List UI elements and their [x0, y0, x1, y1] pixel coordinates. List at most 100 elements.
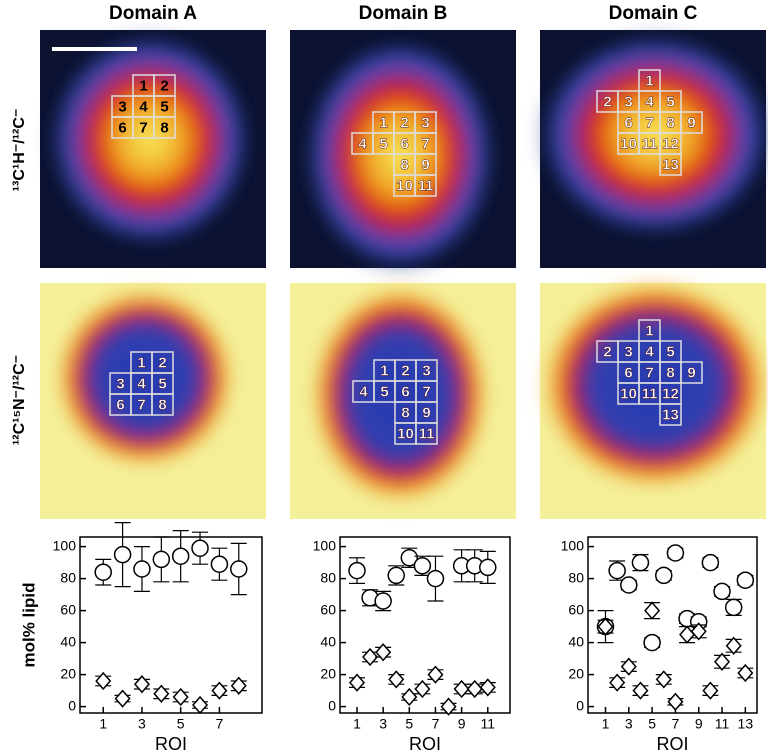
circle-marker: [427, 571, 443, 587]
circle-marker: [173, 548, 189, 564]
roi-label: 1: [645, 72, 653, 89]
y-tick-label: 0: [576, 697, 584, 713]
roi-label: 9: [421, 156, 429, 173]
circle-marker: [231, 561, 247, 577]
roi-label: 8: [158, 396, 166, 413]
y-tick-label: 40: [60, 633, 76, 649]
circle-marker: [388, 567, 404, 583]
y-tick-label: 40: [320, 633, 336, 649]
roi-label: 9: [687, 114, 695, 131]
circle-marker: [153, 551, 169, 567]
roi-label: 12: [662, 385, 679, 402]
column-title: Domain A: [109, 3, 197, 24]
roi-label: 2: [400, 114, 408, 131]
roi-label: 6: [118, 119, 126, 136]
x-tick-label: 1: [353, 716, 361, 732]
roi-label: 4: [645, 93, 654, 110]
y-tick-label: 60: [568, 601, 584, 617]
signal: [305, 40, 495, 270]
roi-label: 4: [139, 98, 148, 115]
roi-label: 10: [397, 425, 414, 442]
roi-label: 1: [645, 322, 653, 339]
x-axis-label: ROI: [155, 734, 187, 754]
y-tick-label: 20: [320, 665, 336, 681]
x-tick-label: 9: [695, 716, 703, 732]
y-tick-label: 0: [68, 697, 76, 713]
column-title: Domain B: [359, 3, 448, 24]
roi-label: 12: [662, 135, 679, 152]
x-tick-label: 11: [715, 716, 730, 732]
circle-marker: [375, 593, 391, 609]
roi-label: 10: [620, 385, 637, 402]
roi-label: 4: [645, 343, 654, 360]
roi-label: 7: [139, 119, 147, 136]
x-tick-label: 1: [602, 716, 610, 732]
roi-label: 5: [158, 375, 166, 392]
y-tick-label: 80: [60, 569, 76, 585]
circle-marker: [115, 547, 131, 563]
roi-label: 4: [137, 375, 146, 392]
y-tick-label: 100: [561, 537, 585, 553]
roi-label: 2: [158, 354, 166, 371]
circle-marker: [211, 556, 227, 572]
circle-marker: [95, 564, 111, 580]
x-axis-label: ROI: [656, 734, 688, 754]
x-tick-label: 5: [405, 716, 413, 732]
roi-label: 13: [662, 406, 679, 423]
roi-label: 3: [116, 375, 124, 392]
roi-label: 11: [419, 425, 435, 442]
roi-label: 3: [624, 93, 632, 110]
roi-label: 8: [666, 114, 674, 131]
x-tick-label: 7: [432, 716, 440, 732]
y-tick-label: 60: [320, 601, 336, 617]
y-tick-label: 0: [328, 697, 336, 713]
roi-label: 7: [645, 114, 653, 131]
y-axis-label: mol% lipid: [19, 583, 38, 668]
roi-label: 3: [118, 98, 126, 115]
roi-label: 10: [620, 135, 637, 152]
roi-label: 4: [359, 383, 368, 400]
roi-label: 2: [603, 93, 611, 110]
roi-label: 7: [422, 383, 430, 400]
y-tick-label: 80: [320, 569, 336, 585]
x-tick-label: 9: [458, 716, 466, 732]
roi-label: 5: [666, 93, 674, 110]
roi-label: 9: [687, 364, 695, 381]
roi-label: 5: [380, 383, 388, 400]
circle-marker: [737, 572, 753, 588]
roi-label: 9: [422, 404, 430, 421]
roi-label: 6: [401, 383, 409, 400]
roi-label: 6: [624, 364, 632, 381]
circle-marker: [349, 563, 365, 579]
roi-label: 1: [139, 77, 147, 94]
y-tick-label: 20: [568, 665, 584, 681]
roi-label: 3: [624, 343, 632, 360]
roi-label: 11: [418, 177, 434, 194]
roi-label: 8: [160, 119, 168, 136]
circle-marker: [134, 561, 150, 577]
x-tick-label: 13: [738, 716, 754, 732]
x-tick-label: 3: [625, 716, 633, 732]
roi-label: 11: [642, 135, 658, 152]
image-panels: [40, 30, 768, 519]
x-tick-label: 7: [216, 716, 224, 732]
roi-label: 13: [662, 156, 679, 173]
circle-marker: [414, 558, 430, 574]
figure: Domain A Domain B Domain C ¹³C¹H⁻/¹²C⁻ ¹…: [0, 0, 768, 754]
x-tick-label: 3: [379, 716, 387, 732]
x-tick-label: 5: [177, 716, 185, 732]
circle-marker: [480, 559, 496, 575]
roi-label: 1: [137, 354, 145, 371]
row-label: ¹²C¹⁵N⁻/¹²C⁻: [11, 355, 28, 445]
roi-label: 2: [160, 77, 168, 94]
roi-label: 5: [379, 135, 387, 152]
circle-marker: [726, 599, 742, 615]
x-tick-label: 11: [480, 716, 495, 732]
row-label: ¹³C¹H⁻/¹²C⁻: [11, 109, 28, 192]
roi-label: 6: [624, 114, 632, 131]
x-tick-label: 1: [99, 716, 107, 732]
x-tick-label: 7: [672, 716, 680, 732]
y-tick-label: 40: [568, 633, 584, 649]
roi-label: 1: [379, 114, 387, 131]
y-tick-label: 20: [60, 665, 76, 681]
